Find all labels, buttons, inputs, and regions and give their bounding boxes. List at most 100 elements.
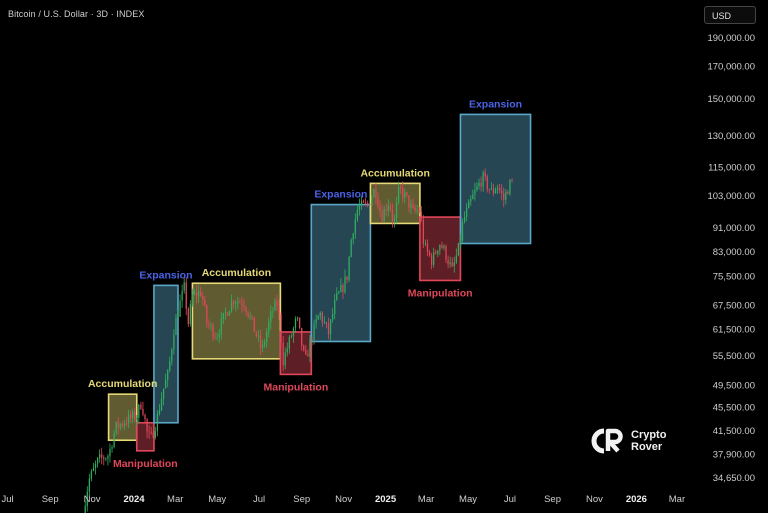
- candle-body: [299, 317, 301, 328]
- candle-body: [468, 201, 470, 209]
- price-axis[interactable]: 190,000.00 170,000.00 150,000.00 130,000.00…: [707, 33, 755, 484]
- phase-box-accumulation: [191, 282, 282, 360]
- candle-body: [358, 205, 361, 210]
- candle-body: [354, 219, 356, 234]
- candle-body: [402, 187, 404, 198]
- candle-body: [253, 317, 255, 332]
- x-axis-tick-label: Jul: [253, 494, 265, 505]
- candle-body: [239, 301, 241, 303]
- candle-body: [222, 313, 224, 319]
- candle-body: [307, 354, 309, 357]
- candle-body: [286, 348, 288, 353]
- y-axis-tick-label: 34,650.00: [713, 473, 755, 484]
- candle-body: [391, 209, 394, 222]
- candle-body: [356, 209, 359, 220]
- candle-body: [220, 318, 222, 335]
- logo-wordmark: Crypto Rover: [631, 429, 666, 453]
- candle-body: [233, 301, 235, 305]
- phase-label-accumulation: Accumulation: [202, 267, 271, 279]
- candle-body: [224, 312, 227, 314]
- candle-body: [257, 335, 260, 337]
- candle-body: [270, 311, 272, 323]
- candle-body: [474, 190, 476, 195]
- candle-body: [272, 310, 274, 312]
- candle-body: [404, 192, 406, 198]
- candle-body: [173, 334, 175, 350]
- candle-body: [142, 408, 144, 415]
- candle-body: [377, 197, 379, 207]
- candle-body: [430, 255, 433, 265]
- candle-body: [117, 421, 119, 428]
- candle-body: [451, 262, 453, 267]
- candle-body: [315, 319, 317, 324]
- candle-body: [340, 285, 342, 292]
- candle-body: [336, 293, 338, 300]
- phase-box-expansion: [310, 203, 372, 343]
- phase-box-manipulation: [135, 421, 155, 452]
- y-axis-tick-label: 55,500.00: [713, 351, 755, 362]
- time-axis[interactable]: Jul Sep Nov 2024 Mar May Jul Sep Nov 2025 Mar May Ju…: [1, 494, 685, 505]
- candle-body: [321, 312, 323, 323]
- candle-body: [408, 195, 410, 208]
- candle-body: [369, 203, 371, 205]
- candle-body: [113, 432, 115, 448]
- y-axis-tick-label: 49,500.00: [713, 381, 755, 392]
- candle-body: [169, 361, 171, 371]
- candle-body: [455, 255, 457, 263]
- candle-body: [282, 342, 284, 366]
- candle-body: [435, 252, 437, 254]
- y-axis-tick-label: 190,000.00: [707, 33, 755, 44]
- candle-body: [191, 293, 194, 305]
- y-axis-tick-label: 75,500.00: [713, 271, 755, 282]
- candle-body: [416, 210, 418, 212]
- candle-body: [449, 262, 451, 265]
- candle-body: [206, 305, 208, 324]
- candle-body: [327, 323, 330, 335]
- candle-body: [259, 335, 262, 348]
- phase-labels-layer: Accumulation Manipulation Expansion Accumul…: [88, 98, 522, 469]
- phase-label-manipulation: Manipulation: [408, 287, 473, 299]
- candle-body: [311, 339, 313, 341]
- candle-body: [309, 339, 311, 357]
- candle-body: [193, 291, 196, 294]
- candle-body: [457, 242, 460, 256]
- phase-box-expansion: [459, 113, 532, 245]
- candle-body: [303, 345, 305, 351]
- candle-body: [420, 211, 422, 220]
- candle-body: [247, 311, 249, 317]
- candle-body: [296, 317, 299, 319]
- candle-body: [400, 186, 402, 188]
- candle-body: [395, 202, 398, 218]
- candle-body: [183, 282, 185, 291]
- candle-body: [338, 291, 340, 294]
- candle-body: [197, 291, 200, 297]
- candle-body: [383, 208, 385, 222]
- phase-label-manipulation: Manipulation: [263, 381, 328, 393]
- candle-body: [342, 285, 344, 293]
- x-axis-tick-label: Nov: [84, 494, 101, 505]
- candle-body: [90, 470, 93, 479]
- phase-box-expansion: [153, 284, 179, 424]
- phase-label-expansion: Expansion: [469, 98, 522, 110]
- candle-body: [96, 457, 99, 464]
- candle-body: [245, 307, 247, 312]
- candle-body: [278, 306, 280, 315]
- candle-body: [410, 204, 412, 208]
- candle-body: [348, 256, 350, 280]
- candle-body: [251, 316, 253, 318]
- candle-body: [412, 204, 414, 208]
- candle-body: [414, 207, 416, 211]
- candle-body: [362, 200, 365, 203]
- candle-body: [439, 245, 441, 251]
- x-axis-tick-label: May: [459, 494, 477, 505]
- candle-body: [226, 312, 229, 316]
- candle-body: [179, 300, 181, 317]
- y-axis-tick-label: 170,000.00: [707, 62, 755, 73]
- candle-body: [138, 404, 140, 418]
- currency-button[interactable]: USD: [704, 6, 756, 24]
- candle-body: [433, 252, 435, 265]
- candle-body: [453, 262, 455, 267]
- candle-body: [290, 336, 293, 338]
- candle-body: [463, 216, 466, 223]
